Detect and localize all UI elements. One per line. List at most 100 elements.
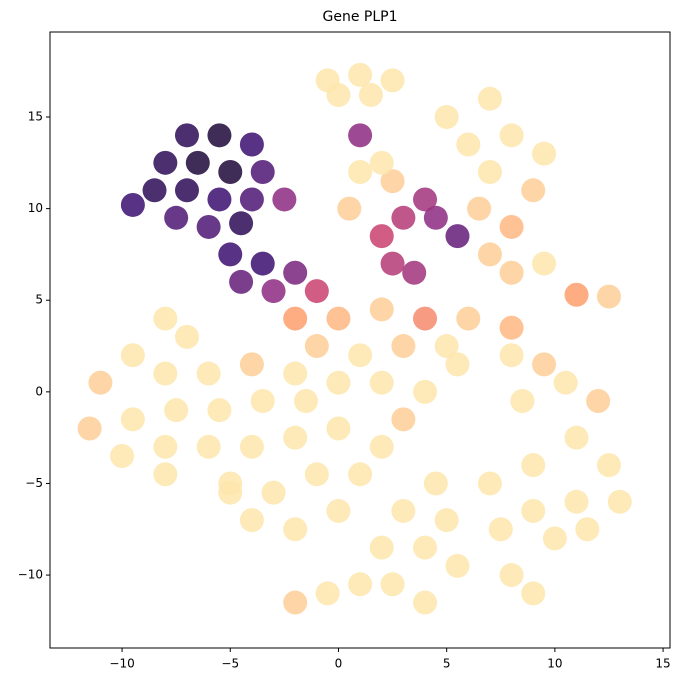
point — [380, 251, 405, 276]
point — [185, 150, 210, 175]
point — [445, 553, 470, 578]
point — [348, 572, 373, 597]
point — [413, 187, 438, 212]
point — [358, 83, 383, 108]
point — [229, 269, 254, 294]
point — [434, 508, 459, 533]
point — [326, 370, 351, 395]
point — [413, 306, 438, 331]
point — [218, 242, 243, 267]
x-tick-label: 10 — [547, 657, 562, 671]
point — [207, 123, 232, 148]
point — [521, 453, 546, 478]
point — [532, 251, 557, 276]
point — [586, 389, 611, 414]
point — [575, 517, 600, 542]
point — [510, 389, 535, 414]
point — [174, 324, 199, 349]
point — [521, 178, 546, 203]
point — [499, 123, 524, 148]
point — [207, 187, 232, 212]
point — [250, 159, 275, 184]
chart-title: Gene PLP1 — [323, 9, 398, 25]
point — [283, 517, 308, 542]
point — [239, 187, 264, 212]
point — [326, 83, 351, 108]
y-tick-label: 0 — [35, 384, 43, 398]
point — [315, 581, 340, 606]
point — [164, 398, 189, 423]
x-tick-label: 15 — [655, 657, 670, 671]
point — [196, 434, 221, 459]
point — [153, 462, 178, 487]
point — [283, 306, 308, 331]
point — [499, 214, 524, 239]
point — [77, 416, 102, 441]
point — [326, 306, 351, 331]
point — [532, 352, 557, 377]
point — [532, 141, 557, 166]
point — [348, 62, 373, 87]
point — [164, 205, 189, 230]
point — [196, 361, 221, 386]
point — [434, 105, 459, 130]
point — [304, 462, 329, 487]
point — [607, 489, 632, 514]
point — [553, 370, 578, 395]
point — [369, 434, 394, 459]
point — [596, 284, 621, 309]
point — [348, 123, 373, 148]
point — [229, 211, 254, 236]
point — [477, 471, 502, 496]
point — [283, 361, 308, 386]
point — [239, 352, 264, 377]
point — [369, 535, 394, 560]
point — [499, 343, 524, 368]
point — [369, 224, 394, 249]
point — [120, 407, 145, 432]
point — [250, 251, 275, 276]
point — [380, 169, 405, 194]
point — [120, 343, 145, 368]
point — [337, 196, 362, 221]
point — [423, 471, 448, 496]
x-tick-label: −5 — [221, 657, 239, 671]
point — [142, 178, 167, 203]
point — [445, 352, 470, 377]
point — [153, 434, 178, 459]
y-tick-label: 15 — [28, 110, 43, 124]
y-tick-label: 10 — [28, 201, 43, 215]
point — [477, 159, 502, 184]
point — [88, 370, 113, 395]
point — [153, 150, 178, 175]
point — [402, 260, 427, 285]
point — [174, 178, 199, 203]
point — [120, 192, 145, 217]
point — [564, 282, 589, 307]
point — [499, 260, 524, 285]
x-tick-label: −10 — [109, 657, 134, 671]
point — [596, 453, 621, 478]
point — [348, 159, 373, 184]
point — [499, 563, 524, 588]
point — [542, 526, 567, 551]
point — [564, 489, 589, 514]
point — [391, 205, 416, 230]
point — [207, 398, 232, 423]
y-tick-label: −10 — [18, 568, 43, 582]
x-tick-label: 0 — [335, 657, 343, 671]
point — [413, 590, 438, 615]
point — [261, 279, 286, 304]
point — [326, 498, 351, 523]
point — [488, 517, 513, 542]
point — [174, 123, 199, 148]
point — [499, 315, 524, 340]
point — [521, 581, 546, 606]
point — [369, 297, 394, 322]
point — [391, 407, 416, 432]
point — [304, 334, 329, 359]
plot-frame — [49, 31, 671, 649]
point — [423, 205, 448, 230]
point — [380, 572, 405, 597]
